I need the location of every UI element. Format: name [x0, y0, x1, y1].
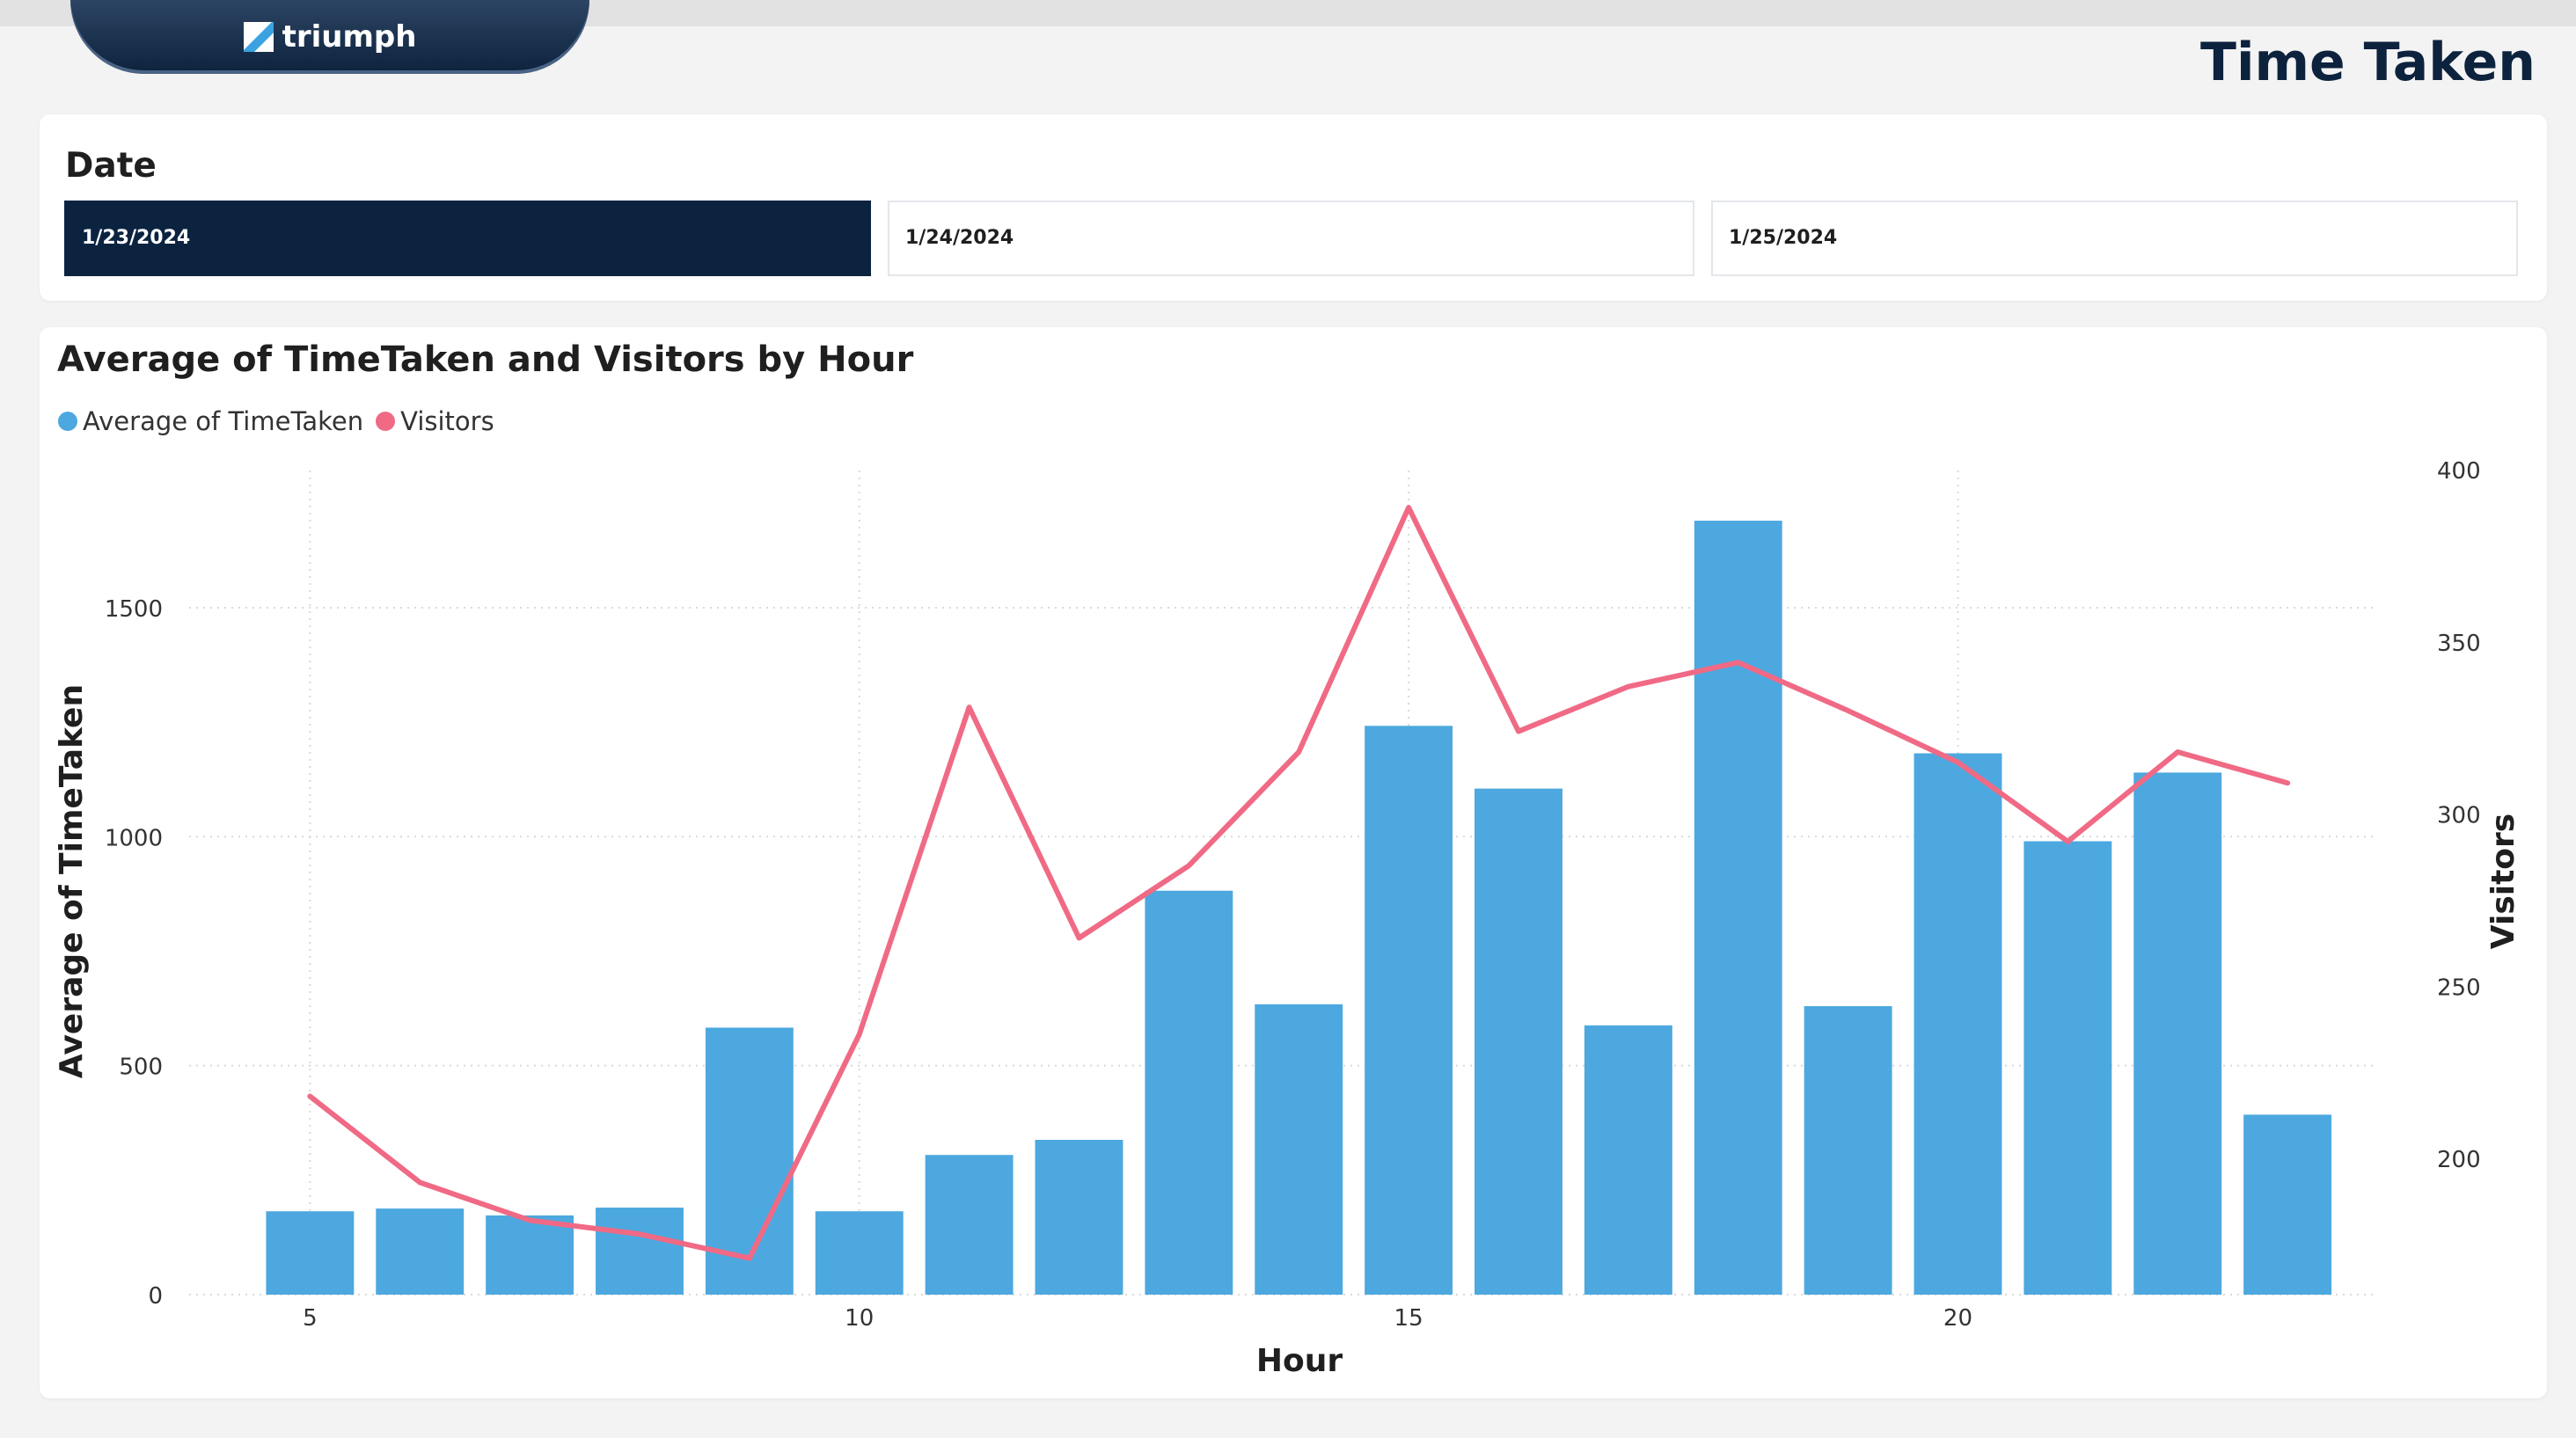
legend-label-visitors: Visitors: [400, 406, 494, 436]
bar: [2023, 841, 2112, 1295]
bar: [1804, 1005, 1892, 1295]
y2-tick-label: 350: [2437, 631, 2481, 657]
page-title: Time Taken: [2200, 32, 2536, 93]
combo-chart: 0 500 1000 1500 200 250 300 350 400 5 10 15 20 Hour Av…: [54, 458, 2521, 1379]
legend-item-timetaken[interactable]: Average of TimeTaken: [58, 406, 363, 436]
date-slicer-heading: Date: [65, 146, 157, 186]
bar: [1365, 726, 1453, 1295]
chart-legend: Average of TimeTaken Visitors: [58, 406, 507, 436]
bar: [376, 1208, 465, 1295]
x-axis-title: Hour: [1256, 1343, 1343, 1379]
bar: [1255, 1004, 1343, 1295]
legend-label-timetaken: Average of TimeTaken: [83, 406, 364, 436]
y2-tick-label: 250: [2437, 974, 2481, 1001]
y-tick-label: 0: [148, 1283, 163, 1310]
bar: [1035, 1140, 1123, 1295]
logo-text: triumph: [282, 19, 417, 55]
bar: [1475, 788, 1562, 1295]
bar: [1584, 1025, 1672, 1295]
date-option-2[interactable]: 1/24/2024: [888, 201, 1694, 276]
bar: [486, 1215, 574, 1295]
y-tick-label: 1500: [105, 596, 163, 623]
y2-tick-label: 400: [2437, 458, 2481, 485]
chart-title: Average of TimeTaken and Visitors by Hou…: [57, 339, 914, 380]
x-tick-label: 20: [1943, 1305, 1972, 1332]
bar: [596, 1208, 684, 1295]
y-tick-label: 1000: [105, 825, 163, 851]
bar: [266, 1211, 355, 1295]
date-option-1[interactable]: 1/23/2024: [64, 201, 871, 276]
legend-dot-visitors: [376, 412, 396, 431]
bar: [1145, 890, 1233, 1295]
logo-mark-icon: [243, 22, 274, 52]
chart-card: Average of TimeTaken and Visitors by Hou…: [40, 327, 2547, 1398]
y2-axis-title: Visitors: [2485, 814, 2521, 949]
x-tick-label: 15: [1394, 1305, 1423, 1332]
y2-tick-label: 300: [2437, 803, 2481, 829]
bar: [2243, 1114, 2332, 1295]
y-tick-label: 500: [119, 1055, 163, 1081]
bar: [1914, 753, 2002, 1295]
y-axis-title: Average of TimeTaken: [54, 684, 90, 1078]
date-option-3[interactable]: 1/25/2024: [1711, 201, 2518, 276]
bar: [1694, 521, 1782, 1295]
logo: triumph: [70, 0, 589, 74]
legend-item-visitors[interactable]: Visitors: [376, 406, 494, 436]
bar: [925, 1155, 1014, 1295]
bar: [815, 1211, 904, 1295]
x-tick-label: 5: [303, 1305, 318, 1332]
bar: [2133, 772, 2222, 1295]
x-tick-label: 10: [845, 1305, 874, 1332]
legend-dot-timetaken: [58, 412, 77, 431]
visitors-line: [307, 505, 2291, 1261]
date-slicer-card: Date 1/23/2024 1/24/2024 1/25/2024: [40, 114, 2547, 301]
y2-tick-label: 200: [2437, 1147, 2481, 1173]
